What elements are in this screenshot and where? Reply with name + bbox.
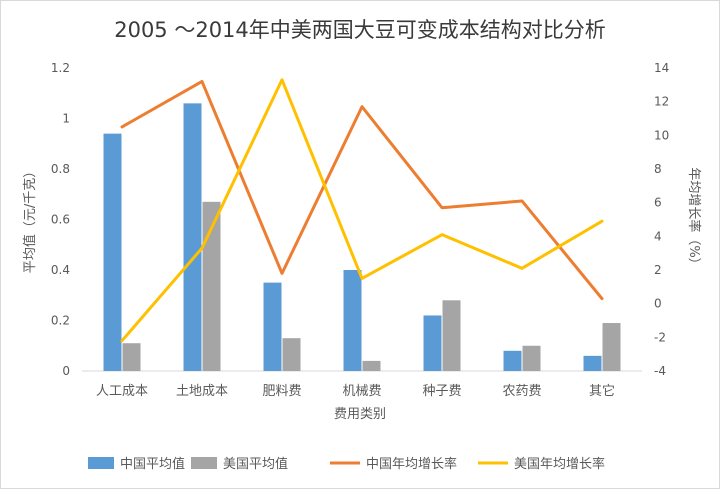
bar — [343, 270, 362, 371]
x-tick-label: 其它 — [589, 383, 615, 399]
x-tick-label: 人工成本 — [96, 384, 148, 399]
y-axis-title: 平均值（元/千克） — [22, 165, 38, 273]
bar — [263, 282, 282, 371]
y2-tick-label: 10 — [654, 128, 669, 142]
x-tick-label: 机械费 — [342, 384, 381, 399]
x-tick-label: 农药费 — [502, 384, 541, 399]
legend: 中国平均值 美国平均值 中国年均增长率 美国年均增长率 — [88, 456, 605, 472]
bar — [202, 201, 221, 371]
legend-label: 美国平均值 — [223, 456, 288, 472]
bar — [583, 355, 602, 371]
y-tick-label: 0.8 — [51, 162, 70, 176]
y-tick-label: 0.2 — [51, 314, 70, 328]
axes: 0 0.2 0.4 0.6 0.8 1 1.2 -4 -2 0 2 4 6 8 10 12 14 人工成本 土地成本… — [51, 61, 669, 399]
bar — [522, 345, 541, 371]
bars — [103, 103, 621, 371]
legend-label: 美国年均增长率 — [514, 456, 605, 472]
y2-tick-label: 2 — [654, 263, 662, 277]
bar — [362, 360, 381, 371]
x-tick-label: 种子费 — [422, 384, 461, 399]
y-tick-label: 1 — [62, 112, 70, 126]
bar — [282, 338, 301, 371]
y2-tick-label: 8 — [654, 162, 662, 176]
bar — [442, 300, 461, 371]
y2-tick-label: -4 — [654, 364, 666, 378]
y2-tick-label: 4 — [654, 229, 662, 243]
legend-swatch — [88, 457, 114, 469]
legend-swatch — [191, 457, 217, 469]
legend-label: 中国年均增长率 — [366, 456, 457, 472]
x-tick-label: 土地成本 — [176, 384, 228, 399]
y2-axis-title: 年均增长率（%） — [686, 167, 702, 270]
bar — [183, 103, 202, 371]
y2-tick-label: 6 — [654, 196, 662, 210]
bar — [423, 315, 442, 371]
bar — [122, 343, 141, 371]
bar — [602, 323, 621, 371]
x-axis-title: 费用类别 — [334, 407, 386, 422]
bar — [503, 350, 522, 371]
y-tick-label: 0.6 — [51, 213, 70, 227]
y2-tick-label: 12 — [654, 95, 669, 109]
legend-label: 中国平均值 — [120, 456, 185, 472]
bar — [103, 133, 122, 371]
y-tick-label: 0 — [62, 364, 70, 378]
x-tick-label: 肥料费 — [262, 384, 301, 399]
chart-title: 2005 ～2014年中美两国大豆可变成本结构对比分析 — [114, 18, 606, 42]
y2-tick-label: 14 — [654, 61, 669, 75]
y-tick-label: 1.2 — [51, 61, 70, 75]
series-line — [120, 79, 604, 301]
y-tick-label: 0.4 — [51, 263, 70, 277]
series-line — [120, 78, 604, 343]
lines — [120, 78, 604, 343]
y2-tick-label: -2 — [654, 330, 666, 344]
y2-tick-label: 0 — [654, 297, 662, 311]
